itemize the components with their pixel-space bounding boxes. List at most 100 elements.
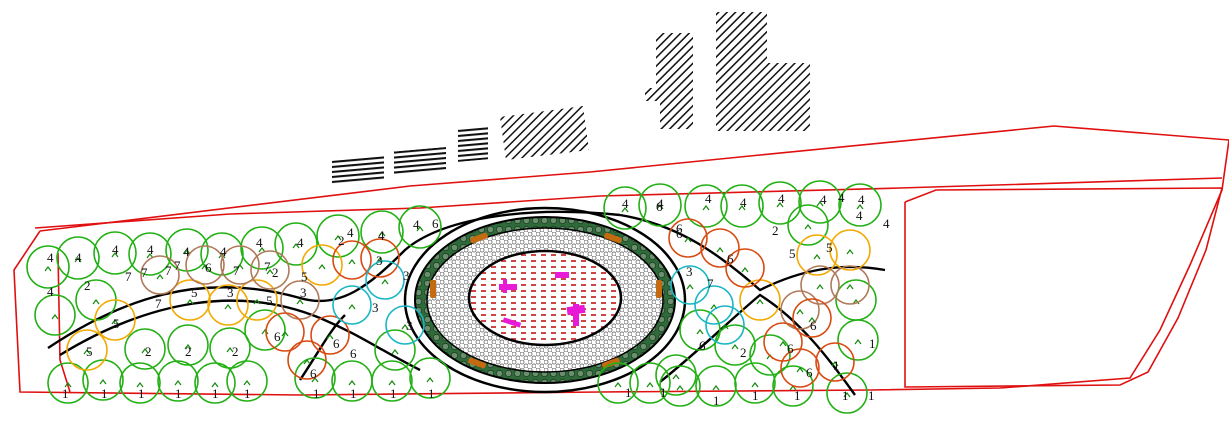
shrub-mark — [186, 299, 194, 305]
tree-canopy — [679, 309, 721, 351]
tree-canopy — [310, 315, 350, 355]
plant-number-label: 6 — [432, 216, 439, 231]
shrub-mark — [183, 249, 191, 255]
shrub-mark — [253, 299, 261, 305]
tree-canopy — [56, 236, 100, 280]
shrub-mark — [236, 264, 244, 270]
tree-canopy — [655, 354, 697, 396]
shrub-mark — [614, 382, 622, 388]
shrub-mark — [218, 253, 226, 259]
tree-canopy — [301, 244, 343, 286]
tree-canopy — [124, 328, 166, 370]
tree-canopy — [240, 226, 284, 270]
shrub-mark — [756, 299, 764, 305]
plant-number-label: 1 — [625, 385, 632, 400]
tree-canopy — [207, 284, 249, 326]
plant-number-label: 1 — [62, 386, 69, 401]
tree-canopy — [597, 362, 639, 404]
tree-canopy — [725, 248, 765, 288]
shrub-mark — [141, 348, 149, 354]
tree-canopy — [829, 229, 871, 271]
plant-number-label: 6 — [699, 338, 706, 353]
tree-canopy — [787, 204, 829, 246]
plant-number-label: 4 — [883, 216, 890, 231]
tree-canopy — [220, 245, 260, 285]
tree-layer — [26, 180, 882, 414]
shrub-mark — [44, 266, 52, 272]
plant-number-label: 4 — [838, 190, 845, 205]
tree-canopy — [93, 231, 137, 275]
tree-canopy — [796, 234, 838, 276]
central-plaza — [403, 206, 687, 394]
shrub-mark — [686, 284, 694, 290]
shrub-mark — [676, 385, 684, 391]
shrub-mark — [388, 380, 396, 386]
plant-number-label: 5 — [191, 285, 198, 300]
path-left-upper — [47, 210, 621, 349]
parking-boundary — [904, 187, 1224, 388]
plant-number-label: 3 — [686, 264, 693, 279]
buildings — [332, 12, 810, 184]
tree-canopy — [780, 290, 820, 330]
plant-number-label: 6 — [350, 346, 357, 361]
plant-number-label: 4 — [622, 196, 629, 211]
plant-number-label: 3 — [227, 285, 234, 300]
plant-number-label: 1 — [752, 388, 759, 403]
tree-canopy — [629, 362, 671, 404]
tree-canopy — [332, 285, 372, 325]
tree-canopy — [398, 205, 442, 249]
tree-canopy — [684, 184, 728, 228]
plant-number-label: 7 — [264, 259, 271, 274]
tree-canopy — [739, 279, 781, 321]
tree-canopy — [385, 305, 425, 345]
tree-canopy — [365, 260, 405, 300]
plant-number-label: 6 — [676, 226, 683, 241]
tree-canopy — [670, 265, 710, 305]
plant-number-label: 1 — [428, 386, 435, 401]
tree-canopy — [798, 180, 842, 224]
shrub-mark — [281, 331, 289, 337]
shrub-mark — [702, 205, 710, 211]
tree-canopy — [119, 362, 161, 404]
plant-number-label: 2 — [272, 265, 279, 280]
plant-number-label: 4 — [778, 191, 785, 206]
plant-number-label: 2 — [232, 344, 239, 359]
tree-canopy — [332, 240, 372, 280]
tree-canopy — [82, 359, 124, 401]
shrub-mark — [843, 392, 851, 398]
tree-canopy — [94, 299, 136, 341]
shrub-mark — [656, 204, 664, 210]
plant-number-label: 4 — [183, 244, 190, 259]
shrub-mark — [856, 204, 864, 210]
plant-number-label: 1 — [212, 386, 219, 401]
plant-number-label: 6 — [205, 260, 212, 275]
plant-number-label: 4 — [856, 208, 863, 223]
tree-canopy — [792, 298, 832, 338]
plant-number-label: 2 — [185, 344, 192, 359]
plant-number-label: 7 — [174, 258, 181, 273]
plant-number-label: 2 — [772, 223, 779, 238]
shrub-mark — [721, 324, 729, 330]
tree-canopy — [734, 362, 776, 404]
tree-canopy — [815, 342, 855, 382]
shrub-mark — [201, 264, 209, 270]
plant-number-label: 5 — [301, 269, 308, 284]
shrub-mark — [296, 299, 304, 305]
plant-number-label: 1 — [794, 388, 801, 403]
tree-canopy — [194, 362, 236, 404]
shrub-mark — [348, 380, 356, 386]
shrub-mark — [416, 226, 424, 232]
shrub-mark — [716, 247, 724, 253]
plant-number-label: 2 — [145, 344, 152, 359]
plant-number-label: 2 — [84, 278, 91, 293]
shrub-mark — [813, 254, 821, 260]
plant-number-label: 1 — [713, 393, 720, 408]
plant-number-label: 6 — [806, 365, 813, 380]
tree-canopy — [800, 265, 840, 305]
plant-number-label: 1 — [244, 386, 251, 401]
shrub-mark — [776, 202, 784, 208]
shrub-mark — [334, 235, 342, 241]
plant-number-label: 3 — [372, 300, 379, 315]
shrub-mark — [156, 274, 164, 280]
plant-number-label: 2 — [338, 233, 345, 248]
